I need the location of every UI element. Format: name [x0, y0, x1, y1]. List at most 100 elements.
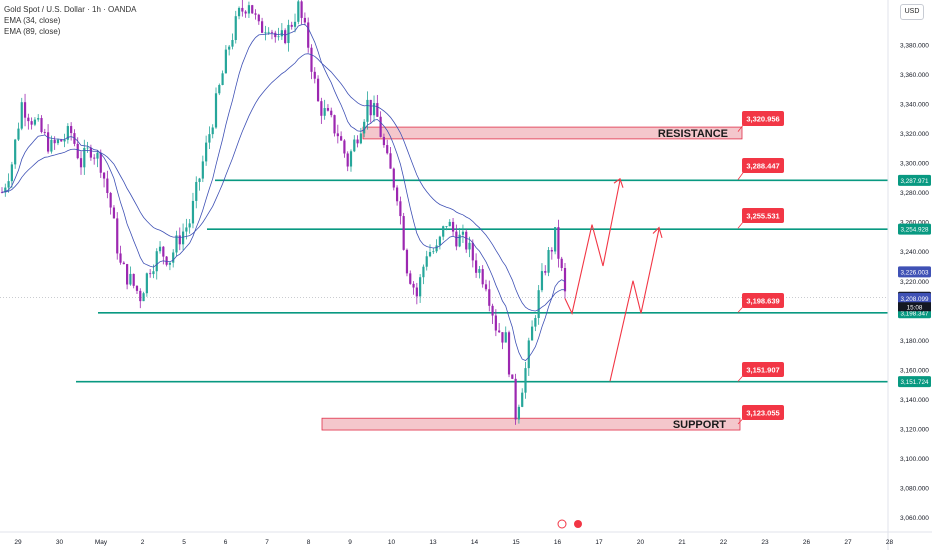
- candle-body: [517, 406, 521, 420]
- candle-body: [412, 283, 415, 288]
- candle-body: [563, 268, 567, 292]
- candle-body: [205, 142, 208, 162]
- candle-body: [181, 231, 185, 245]
- candle-body: [0, 192, 4, 193]
- candle-body: [425, 256, 428, 267]
- ema-89-label[interactable]: EMA (89, close): [4, 27, 61, 36]
- candle-body: [162, 246, 165, 257]
- candle-body: [33, 119, 37, 125]
- candle-body: [277, 36, 280, 38]
- candle-body: [63, 139, 66, 142]
- candle-body: [303, 17, 307, 23]
- candle-body: [280, 30, 283, 37]
- candle-body: [165, 256, 168, 265]
- candle-body: [307, 22, 310, 48]
- price-label-badge: [898, 223, 931, 235]
- candle-body: [96, 152, 99, 159]
- candle-body: [501, 332, 504, 343]
- candle-body: [310, 47, 313, 72]
- candle-body: [112, 207, 116, 219]
- time-axis[interactable]: 29 30 May 2 5 6 7 8 9 10 13 14 15 16 17 20 21 22 23 26 27 28: [0, 519, 932, 546]
- candle-body: [514, 378, 517, 420]
- candle-body: [247, 5, 251, 14]
- candle-body: [14, 139, 17, 165]
- candle-body: [79, 158, 83, 168]
- candle-body: [330, 110, 333, 116]
- candle-body: [435, 245, 438, 252]
- projection-path-lower: [609, 228, 660, 382]
- candle-body: [557, 227, 560, 259]
- candle-body: [442, 226, 445, 237]
- candle-body: [468, 242, 471, 250]
- candle-body: [93, 157, 96, 159]
- y-tick-label: 3,180.000: [900, 338, 929, 345]
- callout-box[interactable]: [742, 111, 784, 126]
- ema-34-label[interactable]: EMA (34, close): [4, 16, 61, 25]
- candle-body: [349, 151, 353, 167]
- currency-button[interactable]: USD: [900, 4, 924, 20]
- x-tick-label: 30: [56, 539, 64, 546]
- candles: [0, 0, 567, 425]
- candle-body: [369, 99, 372, 116]
- arrow-head-icon: [613, 177, 624, 188]
- candle-body: [346, 153, 349, 167]
- callout-box[interactable]: [742, 405, 784, 420]
- callout-box[interactable]: [742, 293, 784, 308]
- callout-value: 3,288.447: [746, 162, 779, 171]
- candle-body: [534, 317, 537, 327]
- legend: Gold Spot / U.S. Dollar · 1h · OANDA EMA…: [4, 4, 137, 37]
- candle-body: [106, 178, 109, 194]
- candle-body: [461, 231, 465, 235]
- symbol-title[interactable]: Gold Spot / U.S. Dollar · 1h · OANDA: [4, 5, 137, 14]
- candle-body: [221, 73, 224, 86]
- x-tick-label: 21: [678, 539, 686, 546]
- y-tick-label: 3,080.000: [900, 486, 929, 493]
- candle-body: [139, 290, 142, 302]
- resistance-zone[interactable]: [362, 126, 743, 140]
- event-flag-icon[interactable]: [574, 520, 582, 528]
- x-tick-label: 20: [637, 539, 645, 546]
- callout-box[interactable]: [742, 208, 784, 223]
- candle-body: [30, 121, 33, 125]
- candle-body: [40, 118, 43, 133]
- candle-body: [471, 242, 474, 261]
- candle-body: [379, 116, 382, 137]
- callout-box[interactable]: [742, 158, 784, 173]
- candle-body: [20, 102, 23, 129]
- candle-body: [511, 374, 514, 379]
- candle-body: [293, 21, 297, 27]
- candle-body: [218, 85, 221, 94]
- x-tick-label: 14: [471, 539, 479, 546]
- candle-body: [475, 260, 478, 273]
- candle-body: [540, 271, 544, 291]
- y-tick-label: 3,340.000: [900, 101, 929, 108]
- support-zone[interactable]: [321, 417, 741, 431]
- price-label-badge: [898, 376, 931, 388]
- callout-value: 3,198.639: [746, 297, 779, 306]
- y-tick-label: 3,220.000: [900, 279, 929, 286]
- candle-body: [119, 253, 122, 263]
- x-tick-label: 28: [886, 539, 894, 546]
- callout-box[interactable]: [742, 362, 784, 377]
- candle-body: [257, 14, 260, 22]
- candle-body: [527, 340, 530, 369]
- candle-body: [70, 126, 73, 134]
- candle-body: [316, 78, 320, 102]
- candle-body: [126, 264, 129, 285]
- price-axis[interactable]: 3,380.000 3,360.000 3,340.000 3,320.000 3,30…: [887, 0, 932, 550]
- event-lightning-icon[interactable]: [557, 519, 567, 529]
- candle-body: [195, 181, 198, 201]
- candle-body: [168, 262, 172, 265]
- candle-body: [554, 227, 557, 252]
- x-tick-label: 29: [14, 539, 22, 546]
- candle-body: [17, 128, 20, 140]
- candle-body: [208, 134, 211, 143]
- candle-body: [116, 218, 119, 254]
- candle-body: [86, 147, 89, 149]
- candle-body: [481, 269, 484, 285]
- projection-paths: [564, 177, 663, 382]
- projection-path-upper: [564, 180, 621, 315]
- x-tick-label: 5: [182, 539, 186, 546]
